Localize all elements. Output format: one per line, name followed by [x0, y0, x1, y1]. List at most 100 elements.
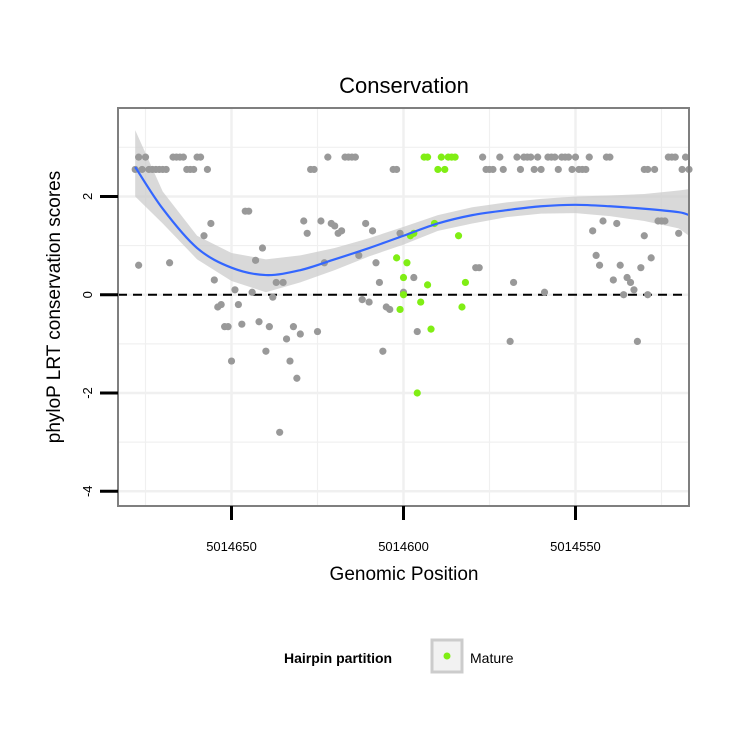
y-tick-label: -2	[80, 387, 95, 399]
data-point	[554, 165, 562, 174]
data-point	[300, 217, 308, 225]
data-point	[534, 153, 542, 161]
data-point	[317, 217, 325, 225]
data-point	[362, 219, 370, 228]
data-point	[509, 278, 518, 287]
data-point-mature	[393, 254, 401, 262]
data-point	[540, 288, 549, 296]
data-point	[234, 300, 242, 309]
data-point-mature	[423, 281, 432, 289]
data-point	[386, 305, 394, 314]
data-point	[269, 293, 277, 301]
data-point	[527, 153, 535, 161]
data-point	[179, 153, 187, 161]
data-point	[633, 337, 642, 345]
data-point	[231, 286, 239, 294]
data-point-mature	[458, 303, 466, 311]
data-point	[248, 288, 256, 296]
x-tick-label: 5014550	[550, 539, 601, 554]
data-point	[678, 165, 686, 174]
data-point-mature	[461, 278, 470, 287]
axis-ticks: 5014650 5014600 5014550 -4 -2 0 2	[80, 193, 601, 554]
data-point	[499, 165, 507, 174]
data-point	[582, 165, 590, 174]
data-point	[296, 330, 304, 338]
data-point	[313, 327, 322, 336]
data-point	[396, 229, 404, 237]
data-point	[671, 153, 679, 161]
data-point-mature	[451, 153, 459, 161]
data-point-mature	[403, 259, 411, 267]
data-point-mature	[434, 165, 442, 174]
data-point	[551, 153, 559, 161]
data-point-mature	[454, 232, 463, 240]
data-point	[681, 153, 690, 161]
data-point-mature	[399, 291, 408, 299]
data-point	[265, 323, 273, 331]
data-point	[530, 165, 538, 174]
data-point	[227, 357, 236, 365]
data-point	[647, 254, 655, 262]
data-point	[279, 278, 287, 287]
data-point-mature	[441, 165, 449, 174]
data-point	[207, 219, 215, 228]
data-point-mature	[427, 325, 435, 333]
data-point	[599, 217, 607, 225]
data-point	[303, 229, 311, 237]
data-point	[375, 278, 384, 287]
data-point	[568, 165, 576, 174]
data-point	[238, 320, 246, 328]
data-point	[272, 278, 280, 287]
y-tick-label: 0	[80, 291, 95, 298]
data-point	[217, 300, 225, 309]
data-point	[138, 165, 146, 174]
data-point	[489, 165, 497, 174]
data-point	[496, 153, 504, 161]
legend-key-box	[430, 638, 464, 674]
data-point	[286, 357, 294, 365]
data-point	[276, 428, 284, 436]
data-point	[661, 217, 669, 225]
data-point	[616, 261, 624, 269]
data-point	[190, 165, 198, 174]
data-point	[310, 165, 318, 174]
data-point	[251, 256, 260, 264]
data-point	[224, 323, 232, 331]
data-points	[131, 153, 693, 436]
y-axis-label: phyloP LRT conservation scores	[44, 171, 65, 444]
data-point	[262, 347, 270, 355]
data-point	[516, 165, 525, 174]
data-point	[203, 165, 212, 174]
data-point	[365, 298, 373, 306]
data-point	[141, 153, 150, 161]
data-point	[162, 165, 170, 174]
data-point	[630, 286, 638, 294]
data-point	[609, 276, 617, 284]
data-point	[379, 347, 387, 355]
grid-lines	[118, 108, 689, 506]
data-point	[324, 153, 332, 161]
data-point	[595, 261, 604, 269]
data-point	[337, 227, 346, 235]
data-point	[589, 227, 597, 235]
data-point	[245, 207, 253, 215]
data-point	[210, 276, 218, 284]
data-point-mature	[423, 153, 432, 161]
data-point	[372, 259, 380, 267]
legend-key-mature-point	[443, 652, 451, 660]
data-point	[413, 327, 421, 336]
legend-title: Hairpin partition	[284, 650, 392, 666]
data-point	[258, 244, 267, 252]
data-point	[513, 153, 521, 161]
data-point	[165, 259, 174, 267]
data-point	[565, 153, 573, 161]
data-point	[355, 251, 363, 260]
data-point	[331, 222, 339, 230]
data-point	[479, 153, 487, 161]
data-point	[620, 291, 628, 299]
data-point	[644, 165, 652, 174]
data-point	[410, 273, 418, 282]
data-point	[637, 264, 645, 272]
legend: Hairpin partition Mature	[284, 638, 514, 674]
